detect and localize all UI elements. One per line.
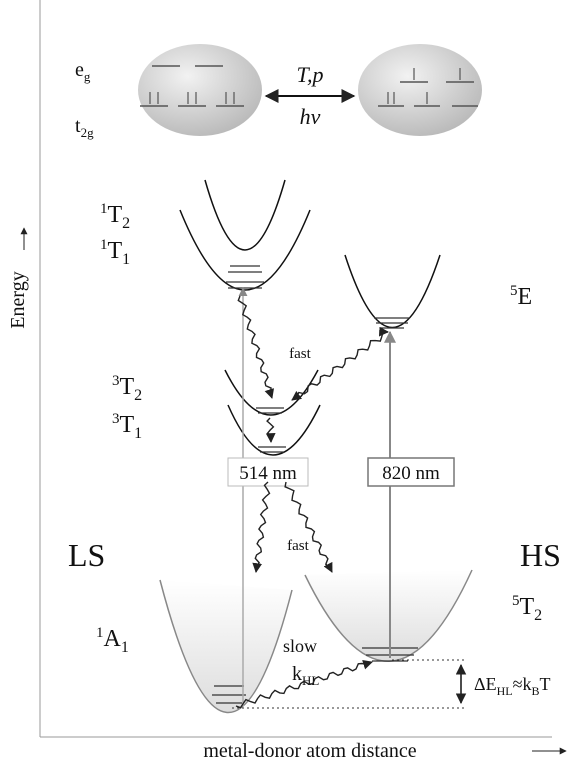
switch-bottom: hν bbox=[300, 104, 321, 129]
ls-sphere bbox=[138, 44, 262, 136]
label-820: 820 nm bbox=[382, 463, 440, 484]
label-514: 514 nm bbox=[239, 463, 297, 484]
wavy-arrow bbox=[285, 482, 332, 572]
rate-label: kHL bbox=[292, 663, 319, 688]
fast-label: fast bbox=[289, 346, 311, 362]
diagram: Energy metal-donor atom distance eg t2g … bbox=[0, 0, 576, 762]
slow-label: slow bbox=[283, 636, 317, 656]
e-curve bbox=[345, 255, 440, 328]
fast-label: fast bbox=[287, 538, 309, 554]
state-label: 1T1 bbox=[100, 237, 130, 268]
state-label: 5T2 bbox=[512, 593, 542, 624]
state-label: 5E bbox=[510, 283, 532, 310]
y-label: Energy bbox=[7, 271, 29, 328]
state-label: 3T2 bbox=[112, 373, 142, 404]
t2g-label: t2g bbox=[75, 115, 94, 140]
state-label: 1T2 bbox=[100, 201, 130, 232]
wavy-arrow bbox=[255, 482, 269, 572]
switch-top: T,p bbox=[296, 62, 323, 87]
x-label: metal-donor atom distance bbox=[203, 740, 416, 762]
wavy-arrow bbox=[267, 418, 273, 442]
state-label: 3T1 bbox=[112, 411, 142, 442]
hs-sphere bbox=[358, 44, 482, 136]
singlet-levels bbox=[226, 266, 264, 288]
gap-label: ΔEHL≈kBT bbox=[474, 674, 550, 698]
hs-label: HS bbox=[520, 537, 561, 573]
state-label: 1A1 bbox=[96, 625, 129, 656]
eg-label: eg bbox=[75, 59, 91, 84]
ls-label: LS bbox=[68, 537, 105, 573]
t2-curve bbox=[205, 180, 285, 250]
e-levels bbox=[374, 318, 410, 328]
